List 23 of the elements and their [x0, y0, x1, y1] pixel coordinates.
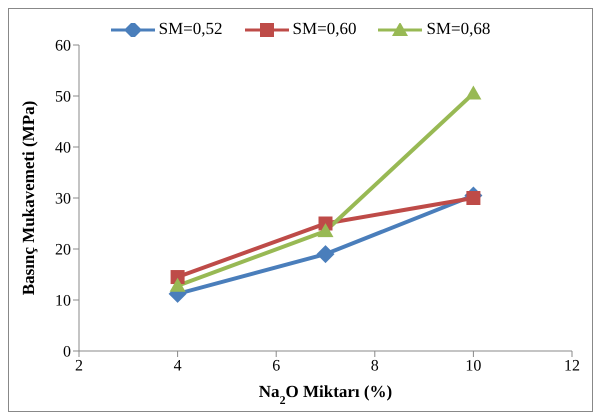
x-tick-label: 4 [174, 357, 182, 374]
y-tick-label: 50 [55, 88, 71, 106]
y-tick-label: 20 [55, 242, 71, 259]
y-axis-title: Basınç Mukavemeti (MPa) [19, 100, 38, 296]
y-tick-label: 60 [55, 38, 71, 55]
legend-label: SM=0,52 [158, 19, 223, 39]
y-tick-label: 40 [55, 140, 71, 157]
y-tick-label: 30 [55, 190, 71, 208]
point [316, 245, 334, 264]
x-tick-label: 6 [272, 357, 280, 374]
y-tick-label: 10 [55, 292, 71, 310]
x-tick-label: 2 [75, 357, 83, 374]
point [466, 191, 480, 205]
point [170, 278, 186, 292]
x-tick-label: 8 [370, 357, 379, 374]
x-axis-title: Na$_{2}$O Miktarı (%) [258, 382, 392, 407]
legend-label: SM=0,60 [292, 19, 356, 39]
x-tick-label: 12 [564, 357, 580, 374]
x-tick-label: 10 [465, 357, 482, 374]
point [465, 85, 482, 100]
y-tick-label: 0 [63, 344, 71, 361]
point [318, 223, 334, 238]
legend-label: SM=0,68 [425, 19, 490, 39]
